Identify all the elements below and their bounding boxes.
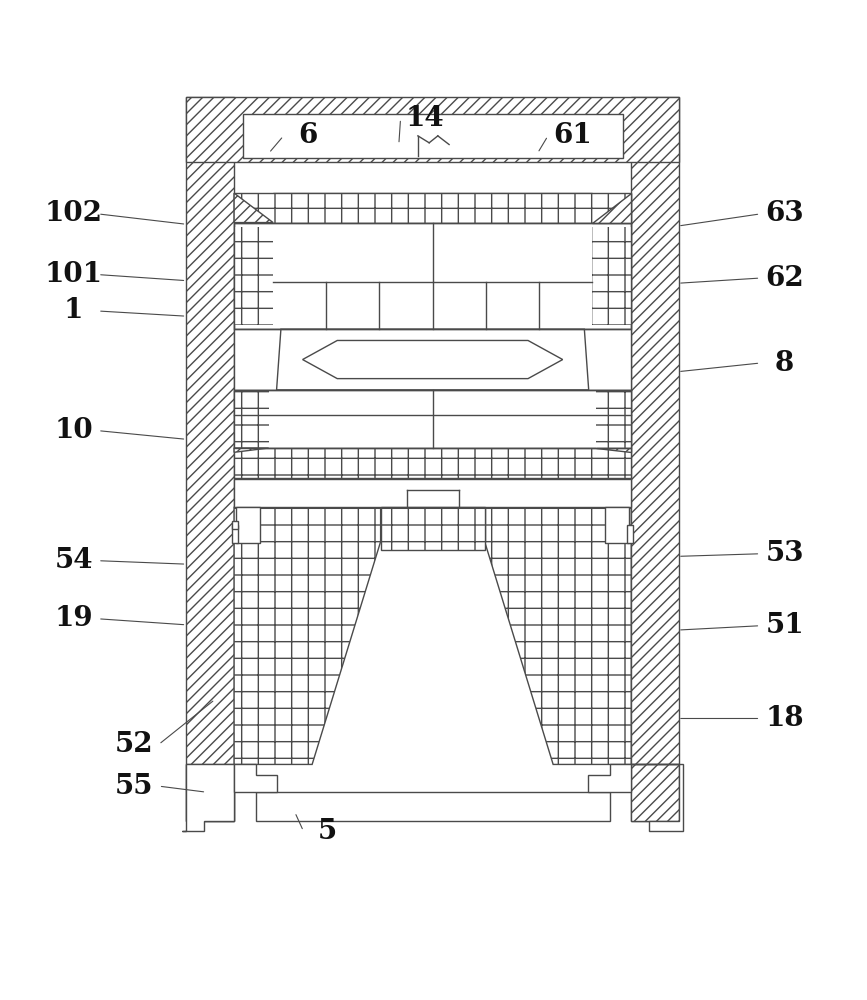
Text: 10: 10 <box>55 417 93 444</box>
Bar <box>232 521 238 529</box>
Text: 63: 63 <box>766 200 804 227</box>
Bar <box>234 223 631 329</box>
Text: 61: 61 <box>553 122 591 149</box>
Polygon shape <box>234 193 273 223</box>
Bar <box>234 479 631 507</box>
Polygon shape <box>303 340 563 379</box>
Text: 101: 101 <box>45 261 102 288</box>
Bar <box>273 193 592 223</box>
Bar <box>234 223 631 329</box>
Text: 14: 14 <box>406 105 444 132</box>
Polygon shape <box>596 448 631 452</box>
Bar <box>596 390 631 448</box>
Text: 52: 52 <box>115 731 153 758</box>
Polygon shape <box>631 97 679 821</box>
Text: 8: 8 <box>775 350 794 377</box>
Text: 55: 55 <box>115 773 153 800</box>
Bar <box>381 507 485 550</box>
Text: 6: 6 <box>298 122 317 149</box>
Text: 54: 54 <box>55 547 93 574</box>
Bar <box>234 390 631 448</box>
Bar <box>234 193 631 223</box>
Polygon shape <box>234 764 277 792</box>
Bar <box>234 329 631 390</box>
Polygon shape <box>186 764 234 821</box>
Text: 5: 5 <box>318 818 337 845</box>
Bar <box>234 390 631 448</box>
Bar <box>592 227 631 325</box>
Bar <box>243 114 623 158</box>
Bar <box>605 507 629 543</box>
Text: 62: 62 <box>766 265 804 292</box>
Bar <box>236 507 260 543</box>
Bar <box>627 525 633 543</box>
Text: 1: 1 <box>64 297 83 324</box>
Polygon shape <box>186 97 234 821</box>
Polygon shape <box>592 193 631 223</box>
Polygon shape <box>381 507 485 542</box>
Bar <box>234 448 631 478</box>
Polygon shape <box>588 764 631 792</box>
Polygon shape <box>234 507 381 764</box>
Polygon shape <box>485 507 631 764</box>
Bar <box>234 390 269 448</box>
Text: 18: 18 <box>766 705 804 732</box>
Bar <box>256 792 610 821</box>
Polygon shape <box>234 448 269 452</box>
Polygon shape <box>631 764 679 821</box>
Polygon shape <box>186 97 679 162</box>
Polygon shape <box>182 764 234 831</box>
Polygon shape <box>631 764 683 831</box>
Text: 102: 102 <box>45 200 102 227</box>
Text: 51: 51 <box>766 612 804 639</box>
Bar <box>234 227 273 325</box>
Text: 19: 19 <box>55 605 93 632</box>
Text: 53: 53 <box>766 540 804 567</box>
Bar <box>232 525 238 543</box>
